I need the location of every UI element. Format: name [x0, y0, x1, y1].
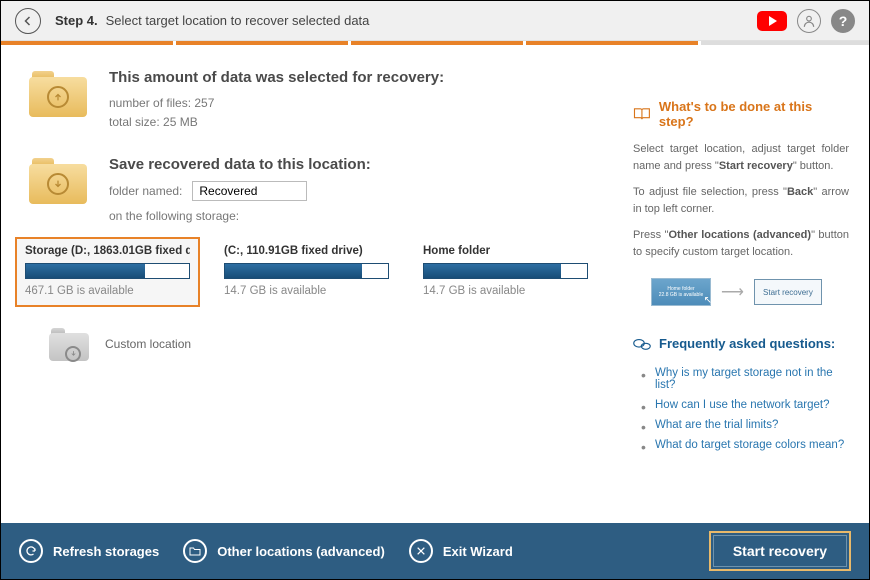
- custom-location-label: Custom location: [105, 337, 191, 351]
- person-icon: [802, 14, 816, 28]
- summary-heading: This amount of data was selected for rec…: [109, 69, 444, 86]
- arrow-right-icon: ⟶: [721, 282, 744, 302]
- other-locations-button[interactable]: Other locations (advanced): [183, 539, 385, 563]
- user-icon[interactable]: [797, 9, 821, 33]
- folder-gray-icon: [49, 327, 89, 361]
- step-label: Step 4.: [55, 13, 98, 28]
- folder-label: folder named:: [109, 182, 182, 201]
- help-title: What's to be done at this step?: [633, 99, 849, 129]
- cursor-icon: ↖: [704, 294, 712, 307]
- help-icon[interactable]: ?: [831, 9, 855, 33]
- save-heading: Save recovered data to this location:: [109, 156, 615, 173]
- hint-card: Home folder 22.8 GB is available ↖: [651, 278, 711, 306]
- close-icon: [409, 539, 433, 563]
- main-content: This amount of data was selected for rec…: [1, 45, 869, 523]
- folder-name-input[interactable]: [192, 181, 307, 201]
- storage-title: Storage (D:, 1863.01GB fixed drive): [25, 245, 190, 257]
- storage-bar: [25, 263, 190, 279]
- progress-segment: [1, 41, 173, 45]
- custom-location-row[interactable]: Custom location: [49, 327, 615, 361]
- faq-link[interactable]: What do target storage colors mean?: [641, 435, 849, 455]
- book-icon: [633, 107, 651, 121]
- storage-list: Storage (D:, 1863.01GB fixed drive) 467.…: [15, 237, 615, 307]
- progress-segment: [351, 41, 523, 45]
- hint-start-button: Start recovery: [754, 279, 822, 305]
- hint-illustration: Home folder 22.8 GB is available ↖ ⟶ Sta…: [651, 278, 849, 306]
- folder-down-icon: [29, 156, 87, 204]
- storage-bar: [224, 263, 389, 279]
- folder-up-icon: [29, 69, 87, 117]
- header-bar: Step 4. Select target location to recove…: [1, 1, 869, 41]
- faq-title: Frequently asked questions:: [633, 336, 849, 351]
- storage-available: 14.7 GB is available: [224, 285, 389, 297]
- summary-section: This amount of data was selected for rec…: [29, 69, 615, 132]
- refresh-icon: [19, 539, 43, 563]
- faq-link[interactable]: Why is my target storage not in the list…: [641, 363, 849, 395]
- footer-bar: Refresh storages Other locations (advanc…: [1, 523, 869, 579]
- exit-wizard-button[interactable]: Exit Wizard: [409, 539, 513, 563]
- refresh-button[interactable]: Refresh storages: [19, 539, 159, 563]
- progress-segment: [176, 41, 348, 45]
- progress-bar: [1, 41, 869, 45]
- step-title: Select target location to recover select…: [106, 13, 370, 28]
- folder-icon: [183, 539, 207, 563]
- progress-segment: [701, 41, 869, 45]
- arrow-left-icon: [22, 15, 34, 27]
- start-recovery-button[interactable]: Start recovery: [709, 531, 851, 571]
- storage-bar: [423, 263, 588, 279]
- faq-icon: [633, 337, 651, 351]
- save-section: Save recovered data to this location: fo…: [29, 156, 615, 226]
- storage-label: on the following storage:: [109, 207, 615, 226]
- summary-files: number of files: 257: [109, 94, 444, 113]
- summary-size: total size: 25 MB: [109, 113, 444, 132]
- faq-link[interactable]: How can I use the network target?: [641, 395, 849, 415]
- progress-segment: [526, 41, 698, 45]
- storage-available: 467.1 GB is available: [25, 285, 190, 297]
- storage-title: (C:, 110.91GB fixed drive): [224, 245, 389, 257]
- storage-available: 14.7 GB is available: [423, 285, 588, 297]
- help-p3: Press "Other locations (advanced)" butto…: [633, 227, 849, 260]
- left-panel: This amount of data was selected for rec…: [29, 69, 633, 523]
- faq-link[interactable]: What are the trial limits?: [641, 415, 849, 435]
- help-p1: Select target location, adjust target fo…: [633, 141, 849, 174]
- faq-section: Frequently asked questions: Why is my ta…: [633, 336, 849, 455]
- storage-card[interactable]: Home folder 14.7 GB is available: [413, 237, 598, 307]
- right-panel: What's to be done at this step? Select t…: [633, 69, 849, 523]
- back-button[interactable]: [15, 8, 41, 34]
- storage-card[interactable]: Storage (D:, 1863.01GB fixed drive) 467.…: [15, 237, 200, 307]
- youtube-icon[interactable]: [757, 11, 787, 31]
- storage-title: Home folder: [423, 245, 588, 257]
- storage-card[interactable]: (C:, 110.91GB fixed drive) 14.7 GB is av…: [214, 237, 399, 307]
- help-p2: To adjust file selection, press "Back" a…: [633, 184, 849, 217]
